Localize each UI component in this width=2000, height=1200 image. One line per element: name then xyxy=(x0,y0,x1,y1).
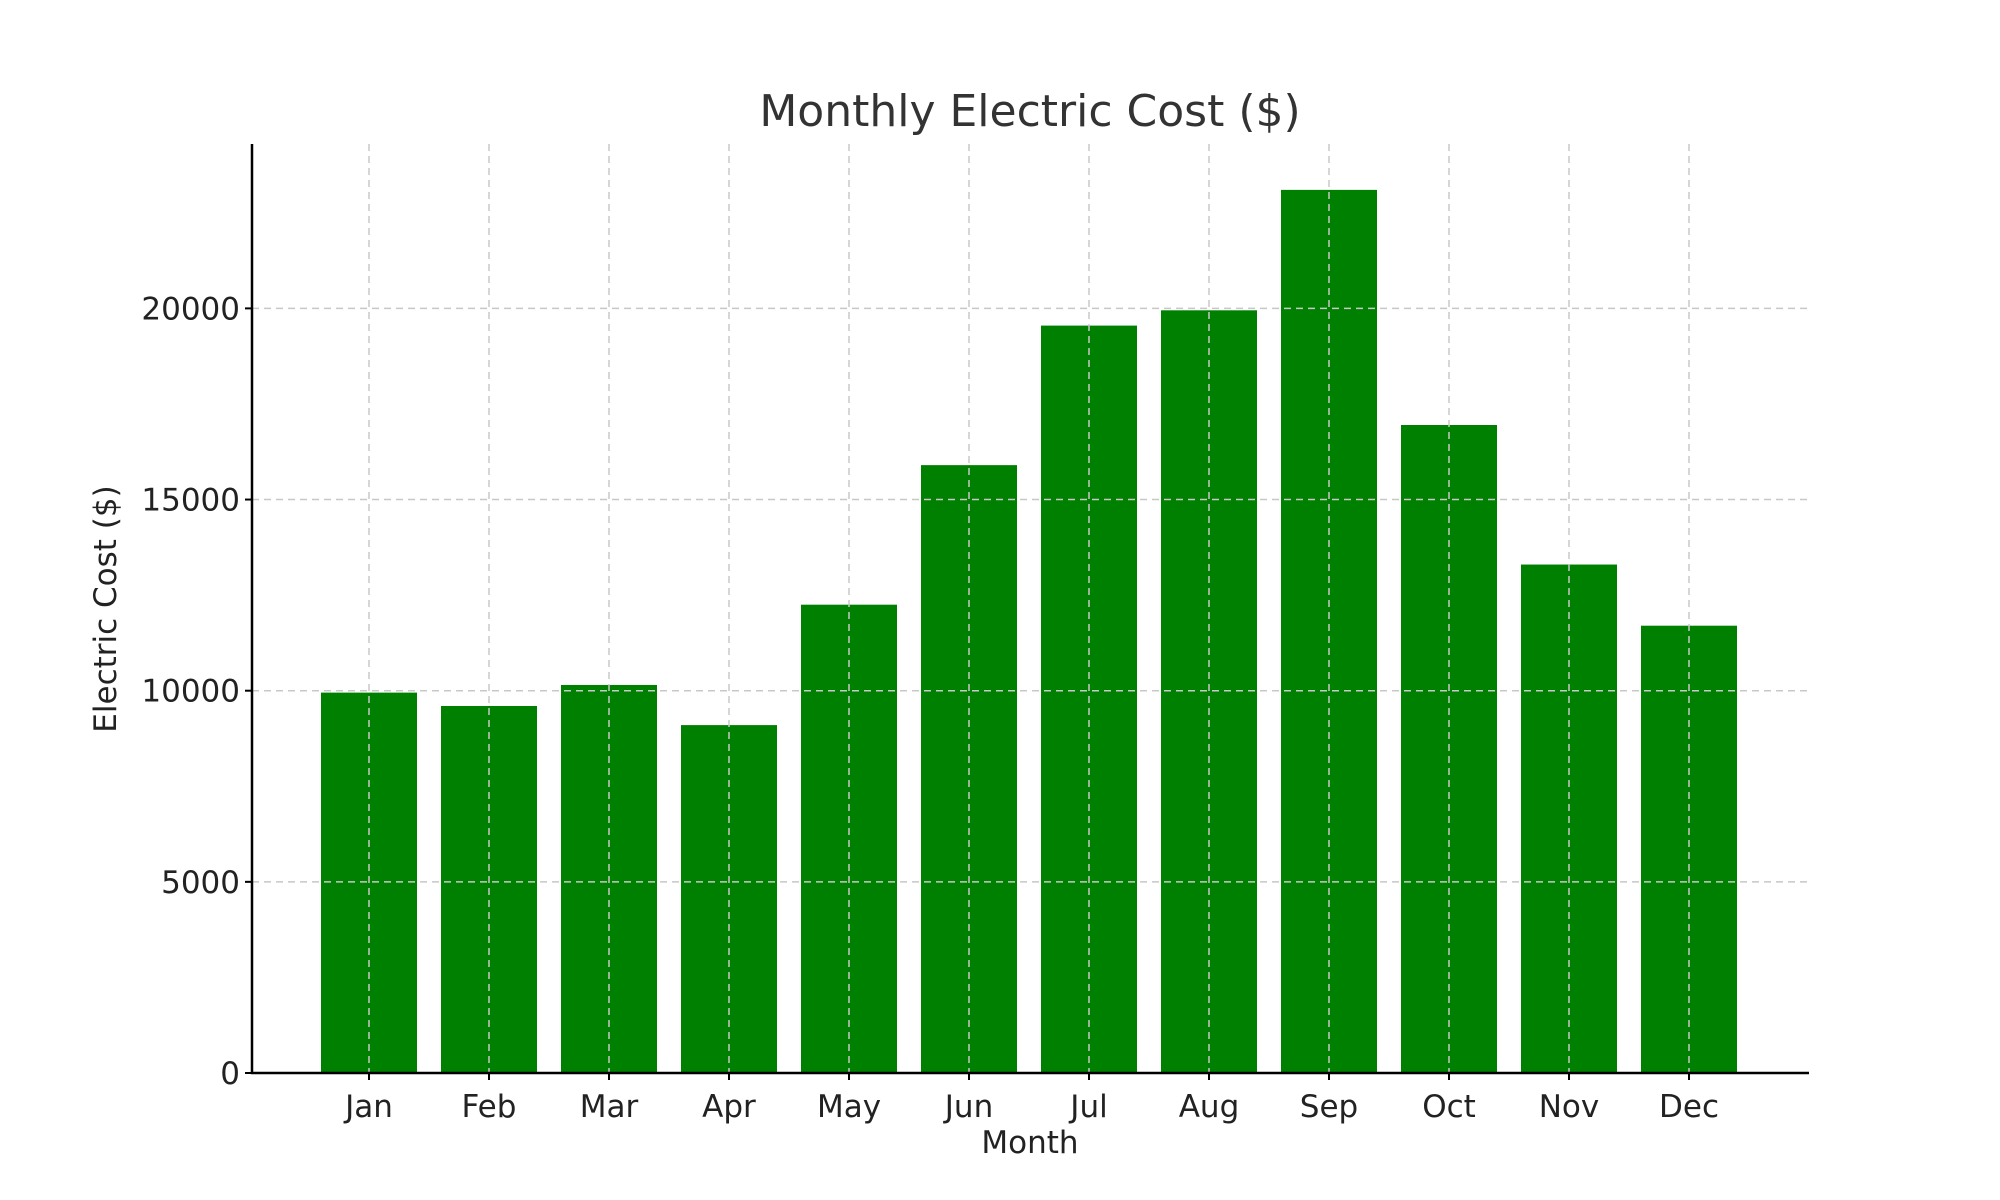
x-tick-label: Jan xyxy=(343,1089,393,1125)
x-tick-label: Oct xyxy=(1422,1089,1476,1125)
x-tick-label: Jul xyxy=(1068,1089,1107,1125)
x-tick-label: Sep xyxy=(1300,1089,1358,1125)
bar-layer xyxy=(252,144,1809,1074)
y-tick-label: 0 xyxy=(220,1056,240,1092)
x-tick-label: Feb xyxy=(462,1089,517,1125)
y-tick-label: 10000 xyxy=(141,674,240,710)
y-tick-label: 5000 xyxy=(161,865,240,901)
x-axis-label: Month xyxy=(981,1125,1078,1161)
bar-may xyxy=(801,604,897,1073)
y-tick-label: 15000 xyxy=(141,483,240,519)
chart-title: Monthly Electric Cost ($) xyxy=(759,86,1300,137)
x-tick-label: May xyxy=(817,1089,881,1125)
axis-layer xyxy=(250,144,1809,1075)
x-tick-label: Apr xyxy=(702,1089,756,1125)
x-tick-label: Aug xyxy=(1179,1089,1240,1125)
x-tick-label: Dec xyxy=(1659,1089,1719,1125)
y-tick-label: 20000 xyxy=(141,291,240,327)
x-tick-label: Mar xyxy=(580,1089,639,1125)
bar-dec xyxy=(1641,625,1737,1073)
tick-layer: Jan Feb Mar Apr May Jun Jul Aug Sep Oct Nov Dec 0 500… xyxy=(141,291,1719,1125)
x-tick-label: Nov xyxy=(1539,1089,1600,1125)
y-axis-label: Electric Cost ($) xyxy=(88,485,124,732)
x-tick-label: Jun xyxy=(943,1089,993,1125)
